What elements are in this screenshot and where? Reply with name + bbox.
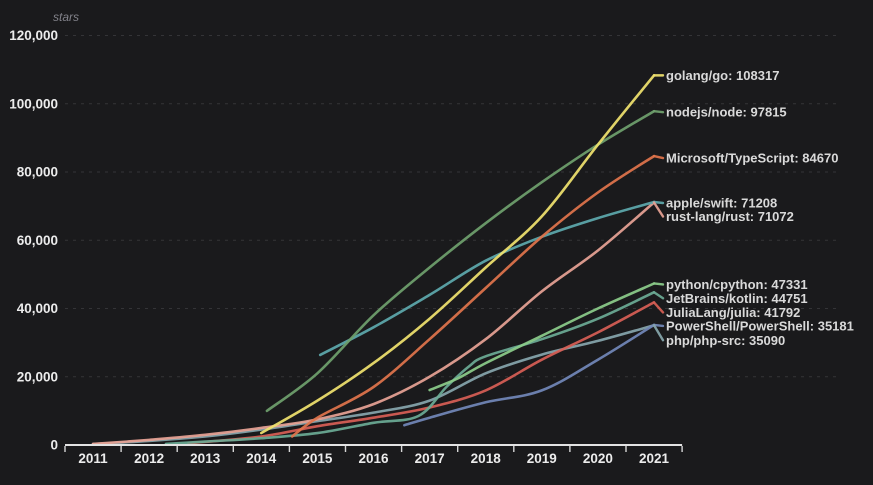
series-pointer-rust-lang-rust (652, 201, 665, 218)
series-label-apple-swift: apple/swift: 71208 (666, 196, 777, 211)
x-tick-label: 2021 (639, 451, 670, 466)
series-label-python-cpython: python/cpython: 47331 (666, 277, 808, 292)
y-tick-label: 0 (50, 438, 58, 453)
x-tick-label: 2017 (415, 451, 445, 466)
series-pointer-python-cpython (652, 282, 665, 286)
label-layer: 0 20,000 40,000 60,000 80,000 100,000 120,000 2… (9, 28, 854, 466)
y-tick-label: 80,000 (17, 165, 58, 180)
series-pointer-apple-swift (652, 200, 665, 205)
series-label-rust-lang-rust: rust-lang/rust: 71072 (666, 209, 794, 224)
x-tick-label: 2019 (527, 451, 557, 466)
x-tick-label: 2012 (134, 451, 164, 466)
series-line-rust-lang-rust (91, 201, 656, 446)
grid-layer (65, 35, 840, 378)
series-label-microsoft-typescript: Microsoft/TypeScript: 84670 (666, 151, 838, 166)
series-line-python-cpython (428, 282, 656, 392)
series-pointer-php-php-src (652, 324, 665, 342)
series-line-jetbrains-kotlin (164, 291, 656, 446)
series-pointer-microsoft-typescript (652, 154, 665, 160)
series-line-nodejs-node (265, 109, 656, 413)
series-line-apple-swift (318, 200, 656, 357)
series-pointer-powershell-powershell (652, 323, 665, 328)
y-tick-label: 100,000 (9, 96, 58, 111)
series-label-golang-go: golang/go: 108317 (666, 68, 779, 83)
x-tick-label: 2018 (471, 451, 502, 466)
series-line-golang-go (260, 74, 656, 435)
series-line-php-php-src (91, 324, 656, 446)
y-tick-label: 40,000 (17, 301, 58, 316)
x-tick-label: 2016 (358, 451, 389, 466)
x-tick-label: 2020 (583, 451, 613, 466)
y-tick-label: 120,000 (9, 28, 58, 43)
axis-layer (64, 444, 683, 452)
series-line-powershell-powershell (403, 323, 656, 427)
series-label-julialang-julia: JuliaLang/julia: 41792 (666, 305, 800, 320)
series-layer (91, 74, 656, 446)
y-axis-title: stars (53, 10, 79, 24)
x-tick-label: 2015 (302, 451, 333, 466)
y-tick-label: 20,000 (17, 369, 58, 384)
series-line-microsoft-typescript (290, 154, 656, 438)
series-label-nodejs-node: nodejs/node: 97815 (666, 105, 787, 120)
series-pointer-julialang-julia (652, 301, 665, 314)
x-tick-label: 2014 (246, 451, 277, 466)
x-tick-label: 2013 (190, 451, 221, 466)
series-pointer-jetbrains-kotlin (652, 291, 665, 300)
y-tick-label: 60,000 (17, 233, 58, 248)
series-label-php-php-src: php/php-src: 35090 (666, 333, 785, 348)
series-label-powershell-powershell: PowerShell/PowerShell: 35181 (666, 318, 854, 333)
series-label-jetbrains-kotlin: JetBrains/kotlin: 44751 (666, 291, 808, 306)
x-tick-label: 2011 (78, 451, 108, 466)
series-pointer-nodejs-node (652, 110, 665, 114)
